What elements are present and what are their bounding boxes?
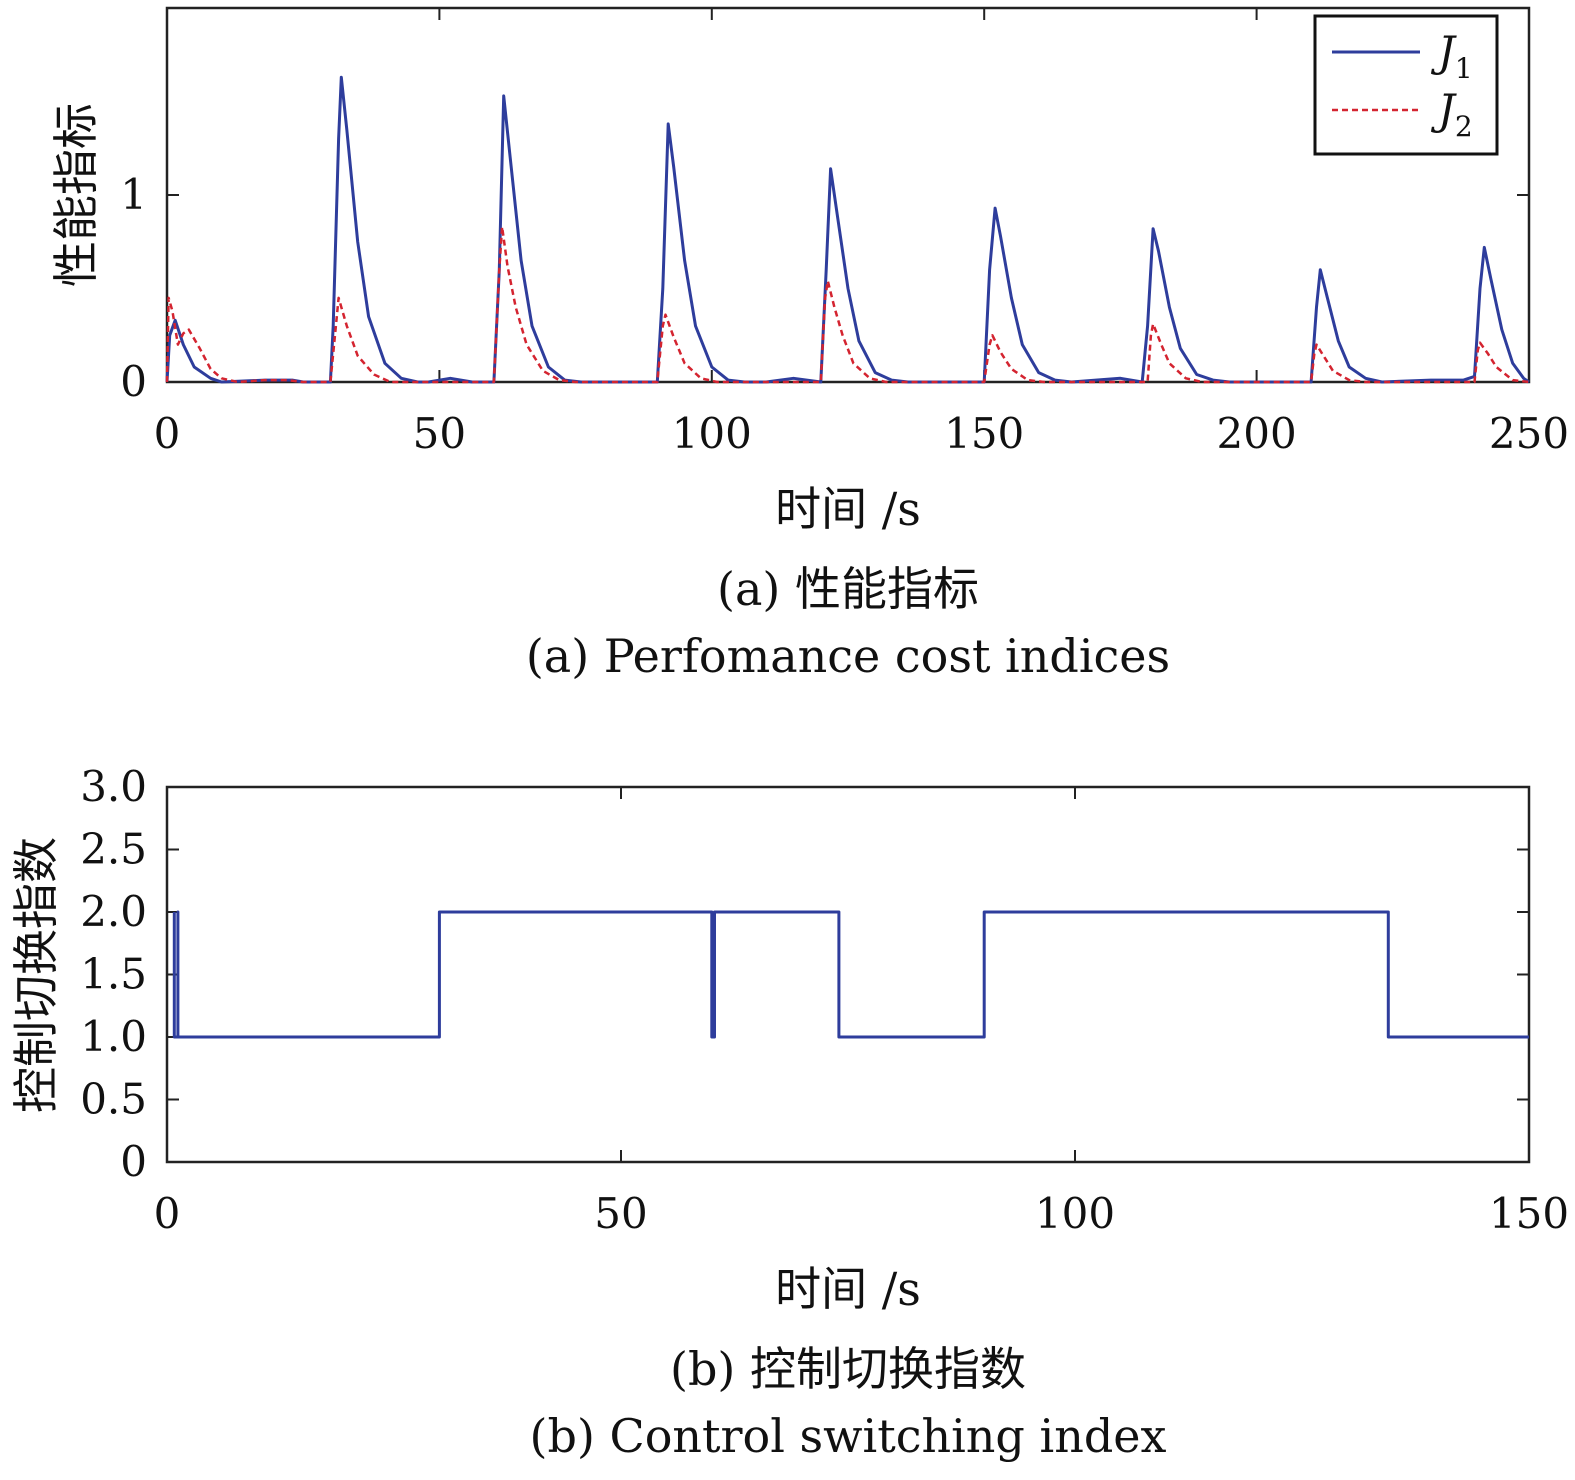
series-line-b-1 (172, 910, 1529, 1039)
ticks-a (166, 8, 1530, 383)
series-line-a-1 (165, 75, 1530, 384)
y-axis-title-b: 控制切换指数 (9, 837, 63, 1113)
series-b (172, 910, 1529, 1039)
series-a (165, 75, 1530, 384)
y-tick-label-b: 0.5 (80, 1075, 147, 1124)
y-tick-label-b: 3.0 (80, 762, 147, 811)
y-tick-label-b: 2.0 (80, 887, 147, 936)
plot-frame-b (165, 785, 1531, 1164)
caption-en-b: (b) Control switching index (530, 1409, 1167, 1463)
caption-en-a: (a) Perfomance cost indices (526, 629, 1170, 683)
series-line-a-2 (165, 225, 1530, 384)
tick-labels-b: 0 50 100 150 0 0.5 1.0 1.5 2.0 2.5 3.0 (80, 762, 1569, 1238)
y-tick-label-b: 1.5 (80, 950, 147, 999)
caption-zh-b: (b) 控制切换指数 (670, 1342, 1026, 1396)
y-axis-title-a: 性能指标 (49, 103, 103, 287)
ticks-b (166, 786, 1530, 1163)
x-tick-label-a: 100 (672, 409, 752, 458)
legend: J1 J2 (1313, 14, 1499, 156)
y-tick-label-b: 0 (120, 1137, 147, 1186)
legend-sub-j2: 2 (1455, 110, 1473, 143)
x-tick-label-b: 50 (594, 1189, 647, 1238)
x-tick-label-a: 150 (944, 409, 1024, 458)
y-tick-label-b: 2.5 (80, 825, 147, 874)
legend-sub-j1: 1 (1455, 52, 1473, 85)
panel-b: 0 50 100 150 0 0.5 1.0 1.5 2.0 2.5 3.0 控制切换指数 时间 /… (9, 762, 1569, 1463)
y-tick-label-b: 1.0 (80, 1012, 147, 1061)
panel-a: 0 50 100 150 200 250 0 1 J1 J2 性能指标 时间 /s (a) 性… (49, 6, 1569, 683)
x-axis-title-b: 时间 /s (775, 1262, 921, 1316)
x-axis-title-a: 时间 /s (775, 482, 921, 536)
x-tick-label-b: 150 (1489, 1189, 1569, 1238)
tick-labels-a: 0 50 100 150 200 250 0 1 (120, 170, 1569, 458)
x-tick-label-a: 50 (413, 409, 466, 458)
x-tick-label-a: 250 (1489, 409, 1569, 458)
caption-zh-a: (a) 性能指标 (717, 562, 979, 616)
legend-box (1313, 14, 1499, 156)
x-tick-label-b: 0 (154, 1189, 181, 1238)
x-tick-label-a: 0 (154, 409, 181, 458)
x-tick-label-a: 200 (1217, 409, 1297, 458)
x-tick-label-b: 100 (1035, 1189, 1115, 1238)
y-tick-label-a: 0 (120, 357, 147, 406)
y-tick-label-a: 1 (120, 170, 147, 219)
